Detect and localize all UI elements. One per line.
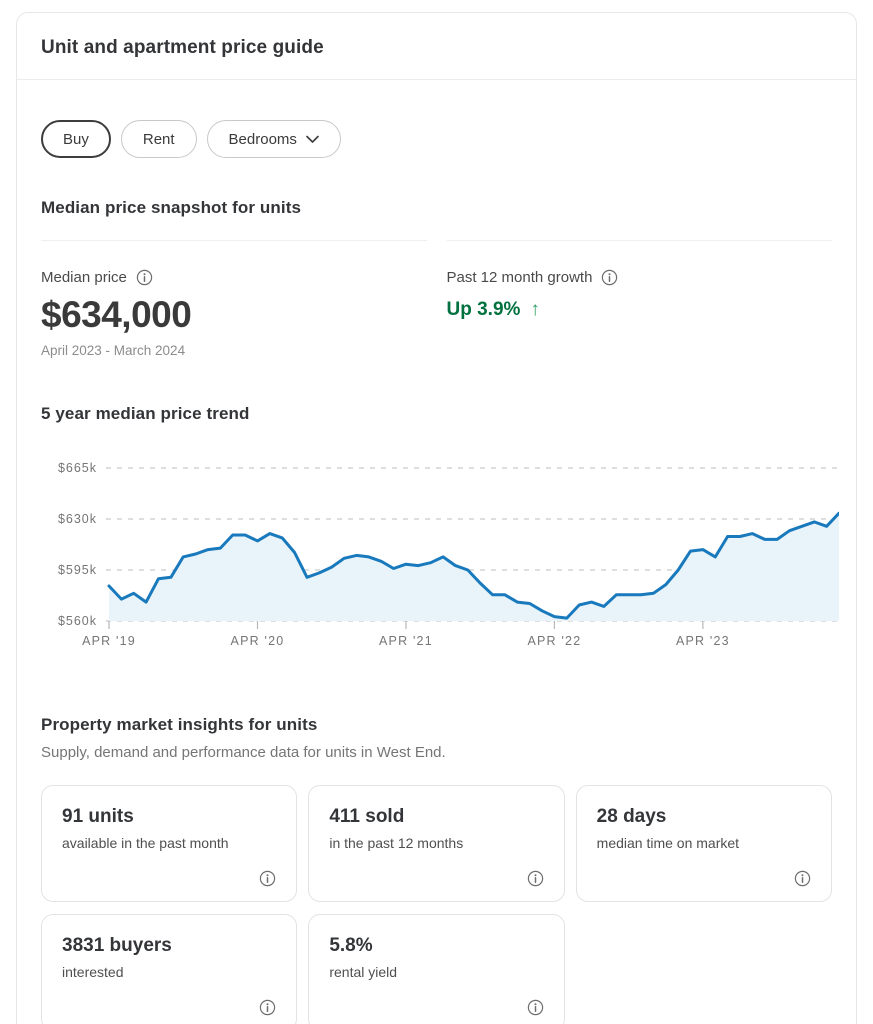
snapshot-grid: Median price $634,000 April 2023 - March… xyxy=(41,240,832,358)
median-price-value: $634,000 xyxy=(41,294,192,335)
svg-text:$560k: $560k xyxy=(58,614,97,628)
bedrooms-filter-dropdown[interactable]: Bedrooms xyxy=(206,120,341,158)
insight-value: 411 sold xyxy=(329,806,405,827)
insight-value: 28 days xyxy=(596,806,667,827)
growth-value: Up 3.9% xyxy=(446,299,521,320)
insight-label: available in the past month xyxy=(62,835,229,851)
insights-subtitle: Supply, demand and performance data for … xyxy=(41,744,446,761)
filter-pill-row: Buy Rent Bedrooms xyxy=(41,120,832,158)
insight-card-rental-yield: 5.8% rental yield xyxy=(308,914,565,1024)
chevron-down-icon xyxy=(306,131,319,148)
rent-filter-label: Rent xyxy=(142,130,175,148)
insight-value: 91 units xyxy=(62,806,134,827)
median-price-label: Median price xyxy=(41,269,127,286)
insights-section: Property market insights for units Suppl… xyxy=(41,715,832,1024)
insight-label: median time on market xyxy=(596,835,740,851)
svg-text:$665k: $665k xyxy=(58,461,97,475)
info-icon[interactable] xyxy=(527,999,544,1016)
bedrooms-filter-label: Bedrooms xyxy=(228,130,297,148)
insight-label: in the past 12 months xyxy=(329,835,464,851)
insight-value: 3831 buyers xyxy=(62,935,172,956)
insight-card-days-on-market: 28 days median time on market xyxy=(575,785,832,902)
trend-heading: 5 year median price trend xyxy=(41,404,250,423)
svg-text:$630k: $630k xyxy=(58,512,97,526)
snapshot-heading: Median price snapshot for units xyxy=(41,198,302,217)
info-icon[interactable] xyxy=(601,269,618,286)
insight-label: interested xyxy=(62,964,124,980)
svg-text:APR '20: APR '20 xyxy=(231,634,285,648)
insight-cards-grid: 91 units available in the past month 411… xyxy=(41,785,832,1024)
panel-body: Buy Rent Bedrooms Median price snapshot … xyxy=(17,80,856,1024)
buy-filter-label: Buy xyxy=(63,130,89,148)
growth-block: Past 12 month growth Up 3.9% ↑ xyxy=(446,240,832,358)
svg-text:APR '22: APR '22 xyxy=(527,634,581,648)
svg-text:APR '19: APR '19 xyxy=(82,634,136,648)
price-guide-panel: Unit and apartment price guide Buy Rent … xyxy=(16,12,857,1024)
median-price-block: Median price $634,000 April 2023 - March… xyxy=(41,240,427,358)
buy-filter-button[interactable]: Buy xyxy=(41,120,111,158)
svg-text:$595k: $595k xyxy=(58,563,97,577)
info-icon[interactable] xyxy=(794,870,811,887)
median-price-period: April 2023 - March 2024 xyxy=(41,343,186,358)
info-icon[interactable] xyxy=(136,269,153,286)
insight-card-available: 91 units available in the past month xyxy=(41,785,298,902)
growth-label: Past 12 month growth xyxy=(446,269,593,286)
info-icon[interactable] xyxy=(527,870,544,887)
price-trend-chart: $560k $595k $630k $665k APR '19 APR '20 APR '2… xyxy=(41,450,841,655)
svg-text:APR '23: APR '23 xyxy=(676,634,730,648)
trend-chart-svg: $560k $595k $630k $665k APR '19 APR '20 APR '2… xyxy=(58,461,841,648)
svg-text:APR '21: APR '21 xyxy=(379,634,433,648)
insight-value: 5.8% xyxy=(329,935,373,956)
arrow-up-icon: ↑ xyxy=(530,299,540,320)
panel-header: Unit and apartment price guide xyxy=(17,13,856,80)
insight-label: rental yield xyxy=(329,964,398,980)
info-icon[interactable] xyxy=(259,999,276,1016)
panel-title: Unit and apartment price guide xyxy=(41,37,324,58)
rent-filter-button[interactable]: Rent xyxy=(120,120,197,158)
insight-card-buyers: 3831 buyers interested xyxy=(41,914,298,1024)
insights-heading: Property market insights for units xyxy=(41,715,318,734)
insight-card-sold: 411 sold in the past 12 months xyxy=(308,785,565,902)
info-icon[interactable] xyxy=(259,870,276,887)
